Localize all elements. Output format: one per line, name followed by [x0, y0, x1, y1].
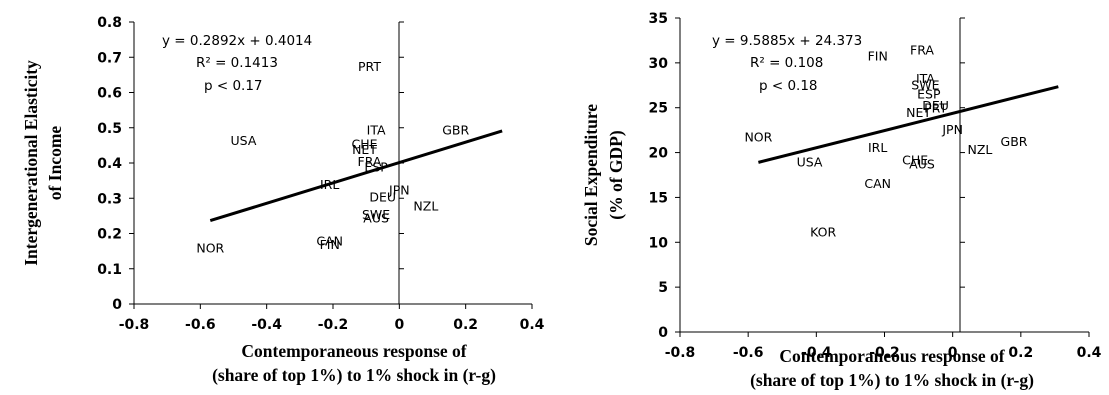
- x-tick-label: 0: [948, 345, 958, 361]
- y-tick-label: 0.1: [97, 262, 122, 278]
- y-tick-label: 0.2: [97, 227, 122, 243]
- point-label: PRT: [358, 59, 381, 74]
- y-axis-title: Social Expenditure: [581, 104, 601, 246]
- y-tick-label: 0: [658, 325, 668, 341]
- regression-annotation: y = 0.2892x + 0.4014: [162, 33, 312, 49]
- y-tick-label: 0: [112, 297, 122, 313]
- x-tick-label: 0.2: [453, 317, 478, 333]
- y-tick-label: 15: [649, 190, 668, 206]
- point-label: CAN: [316, 234, 343, 249]
- trendline: [209, 129, 503, 223]
- point-label: CHE: [351, 137, 377, 152]
- point-label: FIN: [320, 237, 340, 252]
- chart-panel-1: 0 0.1 0.2 0.3 0.4 0.5 0.6 0.7 0.8 -0.8 -0.6 -0.4 -0.…: [21, 15, 545, 385]
- regression-annotation: y = 9.5885x + 24.373: [712, 33, 862, 49]
- x-axis-title: (share of top 1%) to 1% shock in (r-g): [212, 365, 496, 385]
- point-label: IRL: [320, 177, 339, 192]
- point-label: KOR: [810, 225, 836, 240]
- point-label: USA: [797, 155, 823, 170]
- y-tick-label: 0.4: [97, 156, 122, 172]
- x-tick-label: -0.8: [665, 345, 696, 361]
- y-tick-label: 0.3: [97, 191, 122, 207]
- y-tick-label: 0.6: [97, 86, 122, 102]
- chart-panel-2: 0 5 10 15 20 25 30 35 -0.8 -0.6 -0.4 -0.2 0 0.2 0.4 FIN…: [581, 11, 1102, 390]
- point-label: NZL: [967, 142, 992, 157]
- y-axis-title: of Income: [45, 126, 65, 201]
- x-tick-label: 0.4: [1077, 345, 1102, 361]
- x-tick-label: 0.2: [1008, 345, 1033, 361]
- point-label: DEU: [369, 189, 396, 204]
- x-axis-title: Contemporaneous response of: [241, 341, 466, 361]
- point-label: ESP: [364, 160, 388, 175]
- point-label: CAN: [864, 176, 891, 191]
- y-tick-label: 0.8: [97, 15, 122, 31]
- y-tick-label: 0.7: [97, 50, 122, 66]
- trendline: [758, 85, 1059, 164]
- point-label: NOR: [744, 129, 772, 144]
- point-label: PRT: [924, 101, 947, 116]
- regression-annotation: p < 0.17: [204, 78, 263, 94]
- x-tick-label: 0.4: [520, 317, 545, 333]
- y-axis-title: Intergenerational Elasticity: [21, 60, 41, 266]
- x-axis-title: Contemporaneous response of: [779, 346, 1004, 366]
- point-label: SWE: [362, 207, 390, 222]
- y-tick-label: 5: [658, 280, 668, 296]
- x-tick-label: -0.2: [318, 317, 349, 333]
- point-label: SWE: [911, 77, 939, 92]
- point-label: JPN: [388, 182, 410, 197]
- x-tick-label: -0.4: [801, 345, 832, 361]
- point-label: JPN: [941, 122, 963, 137]
- point-label: NET: [352, 142, 377, 157]
- point-label: AUS: [363, 211, 389, 226]
- y-tick-label: 20: [649, 146, 669, 162]
- point-label: NOR: [196, 241, 224, 256]
- x-tick-label: -0.6: [185, 317, 216, 333]
- x-tick-label: -0.8: [119, 317, 150, 333]
- y-tick-label: 0.5: [97, 121, 122, 137]
- regression-annotation: p < 0.18: [759, 78, 818, 94]
- x-tick-label: -0.4: [251, 317, 282, 333]
- point-label: IRL: [868, 140, 887, 155]
- x-tick-label: -0.2: [869, 345, 900, 361]
- x-axis-title: (share of top 1%) to 1% shock in (r-g): [750, 370, 1034, 390]
- point-label: ITA: [916, 71, 935, 86]
- y-tick-label: 10: [649, 235, 669, 251]
- point-label: NZL: [413, 198, 438, 213]
- y-axis-title: (% of GDP): [606, 130, 626, 220]
- y-tick-label: 35: [649, 11, 668, 27]
- regression-annotation: R² = 0.108: [750, 55, 823, 71]
- point-label: ESP: [917, 86, 941, 101]
- point-label: CHE: [902, 153, 928, 168]
- x-tick-label: -0.6: [733, 345, 764, 361]
- y-tick-label: 30: [649, 56, 669, 72]
- point-label: ITA: [367, 123, 386, 138]
- y-tick-label: 25: [649, 101, 668, 117]
- point-label: AUS: [909, 156, 935, 171]
- regression-annotation: R² = 0.1413: [196, 55, 278, 71]
- point-label: DEU: [922, 98, 949, 113]
- point-label: FRA: [910, 42, 934, 57]
- point-label: FIN: [868, 49, 888, 64]
- x-tick-label: 0: [394, 317, 404, 333]
- point-label: USA: [231, 133, 257, 148]
- point-label: NET: [906, 105, 931, 120]
- point-label: GBR: [1001, 134, 1028, 149]
- point-label: FRA: [358, 154, 382, 169]
- point-label: GBR: [442, 123, 469, 138]
